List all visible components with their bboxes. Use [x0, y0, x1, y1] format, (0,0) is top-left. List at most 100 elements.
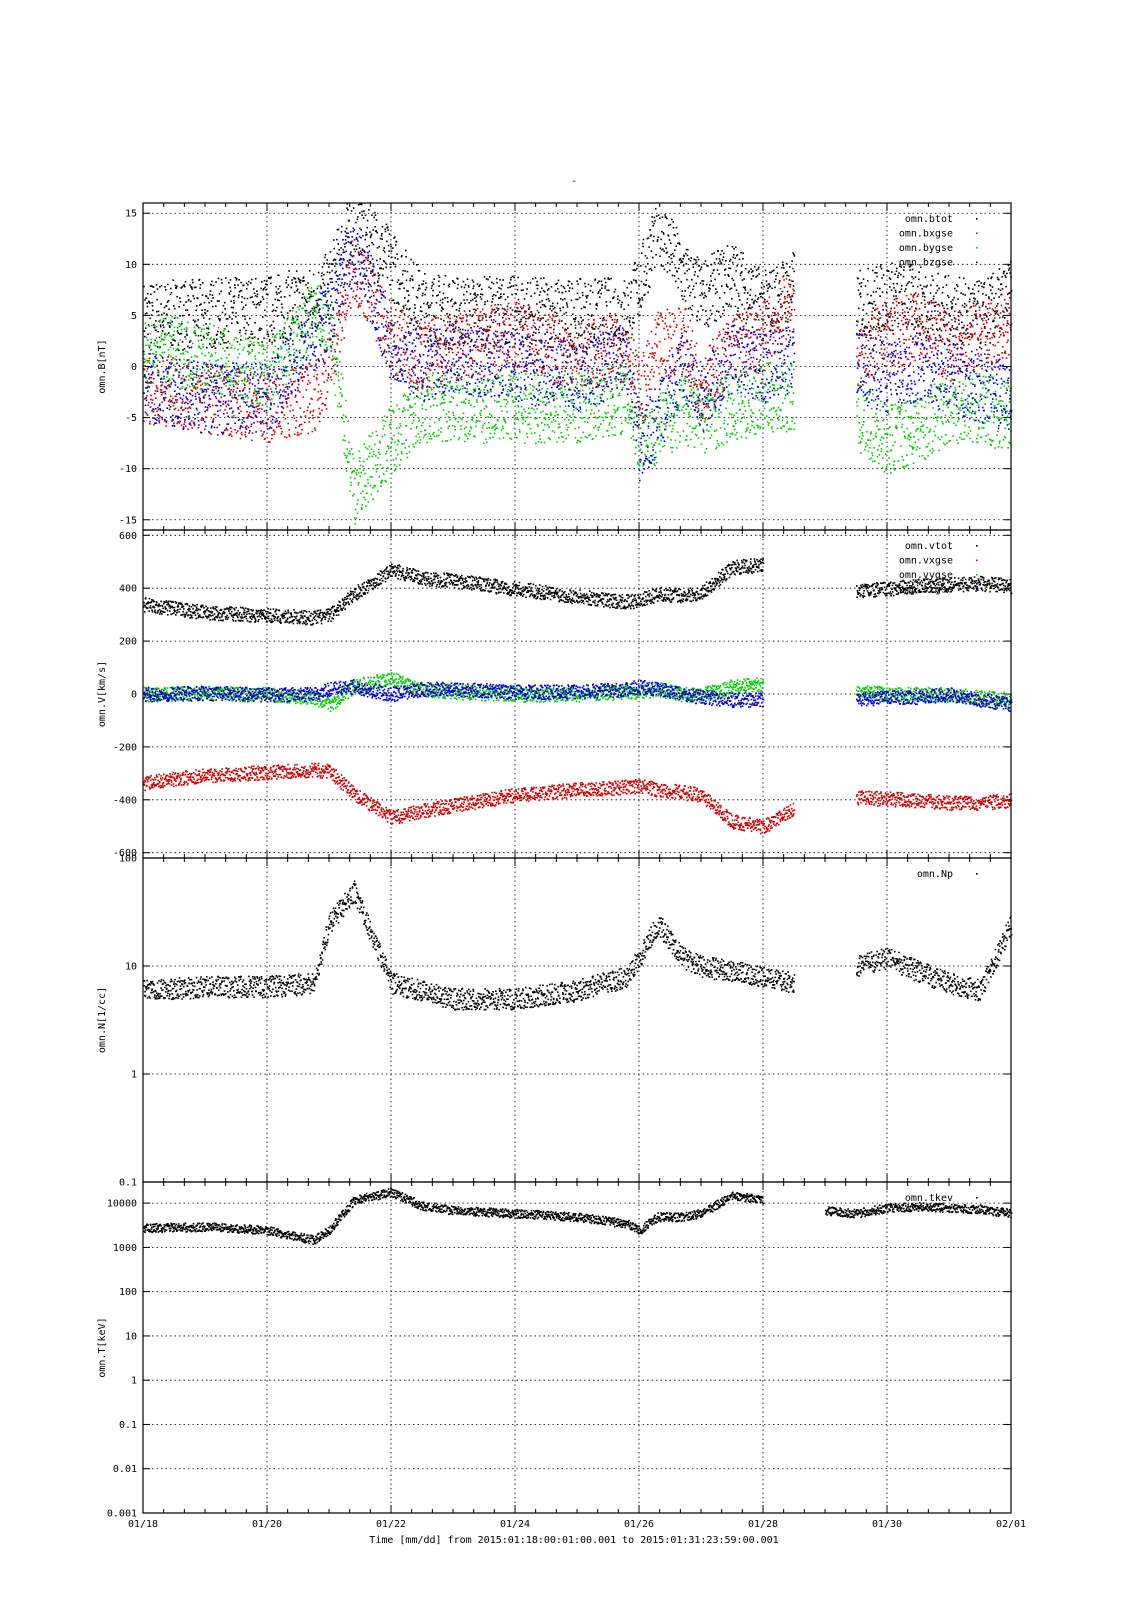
data-point — [303, 421, 306, 424]
data-point — [598, 325, 601, 328]
data-point — [637, 356, 639, 359]
data-point — [210, 284, 212, 286]
data-point — [433, 324, 436, 326]
data-point — [858, 307, 860, 310]
data-point — [656, 238, 659, 241]
data-point — [487, 278, 489, 281]
data-point — [321, 292, 323, 295]
data-point — [355, 268, 358, 271]
data-point — [646, 272, 648, 275]
data-point — [919, 334, 921, 336]
data-point — [962, 293, 964, 295]
data-point — [775, 314, 777, 316]
data-point — [932, 328, 934, 331]
data-point — [673, 320, 675, 323]
data-point — [335, 299, 338, 301]
data-point — [535, 284, 538, 286]
data-point — [914, 341, 917, 343]
data-point — [725, 349, 727, 352]
data-point — [509, 286, 511, 288]
data-point — [749, 353, 751, 356]
data-point — [157, 406, 159, 409]
data-point — [636, 292, 638, 294]
data-point — [563, 287, 566, 290]
data-point — [600, 347, 602, 350]
data-point — [575, 346, 577, 348]
data-point — [414, 304, 416, 306]
data-point — [432, 289, 434, 292]
data-point — [191, 279, 194, 281]
data-point — [874, 317, 877, 320]
data-point — [856, 347, 859, 350]
data-point — [597, 282, 599, 284]
data-point — [977, 337, 979, 339]
data-point — [416, 322, 418, 324]
data-point — [533, 363, 535, 366]
data-point — [298, 280, 301, 283]
data-point — [777, 319, 779, 322]
data-point — [251, 333, 254, 335]
data-point — [243, 327, 245, 329]
data-point — [929, 317, 931, 320]
data-point — [779, 330, 781, 333]
data-point — [451, 348, 453, 351]
data-point — [441, 380, 444, 382]
data-point — [630, 381, 632, 384]
data-point — [1001, 357, 1004, 359]
data-point — [406, 308, 408, 310]
data-point — [598, 337, 600, 340]
data-point — [149, 285, 152, 287]
data-point — [685, 248, 688, 251]
data-point — [398, 316, 401, 319]
data-point — [430, 340, 432, 342]
data-point — [173, 422, 175, 425]
data-point — [717, 249, 719, 252]
data-point — [690, 385, 692, 387]
data-point — [278, 422, 280, 425]
data-point — [147, 339, 149, 341]
data-point — [347, 305, 350, 307]
data-point — [362, 282, 364, 284]
data-point — [562, 326, 564, 329]
data-point — [692, 362, 694, 365]
data-point — [906, 307, 908, 309]
data-point — [931, 275, 933, 277]
data-point — [968, 335, 970, 338]
data-point — [793, 270, 795, 273]
data-point — [709, 284, 711, 286]
data-point — [890, 313, 892, 315]
data-point — [378, 245, 380, 248]
data-point — [179, 388, 181, 390]
data-point — [358, 297, 361, 299]
data-point — [550, 337, 552, 340]
data-point — [765, 335, 768, 337]
data-point — [951, 325, 954, 327]
data-point — [492, 363, 495, 365]
data-point — [401, 311, 403, 314]
data-point — [744, 289, 747, 291]
data-point — [492, 309, 494, 311]
data-point — [988, 332, 991, 334]
data-point — [396, 302, 398, 304]
data-point — [531, 343, 533, 345]
data-point — [563, 313, 565, 315]
data-point — [961, 321, 963, 323]
data-point — [619, 353, 622, 355]
data-point — [393, 335, 395, 338]
data-point — [547, 298, 550, 300]
data-point — [306, 409, 309, 412]
data-point — [610, 330, 613, 333]
data-point — [170, 395, 172, 397]
data-point — [538, 349, 540, 352]
data-point — [749, 313, 751, 315]
data-point — [402, 309, 404, 312]
data-point — [165, 396, 167, 399]
data-point — [490, 312, 492, 314]
data-point — [714, 292, 717, 295]
data-point — [351, 244, 354, 246]
data-point — [492, 338, 494, 340]
data-point — [477, 331, 479, 333]
data-point — [305, 300, 308, 302]
data-point — [163, 385, 166, 388]
data-point — [955, 365, 958, 367]
